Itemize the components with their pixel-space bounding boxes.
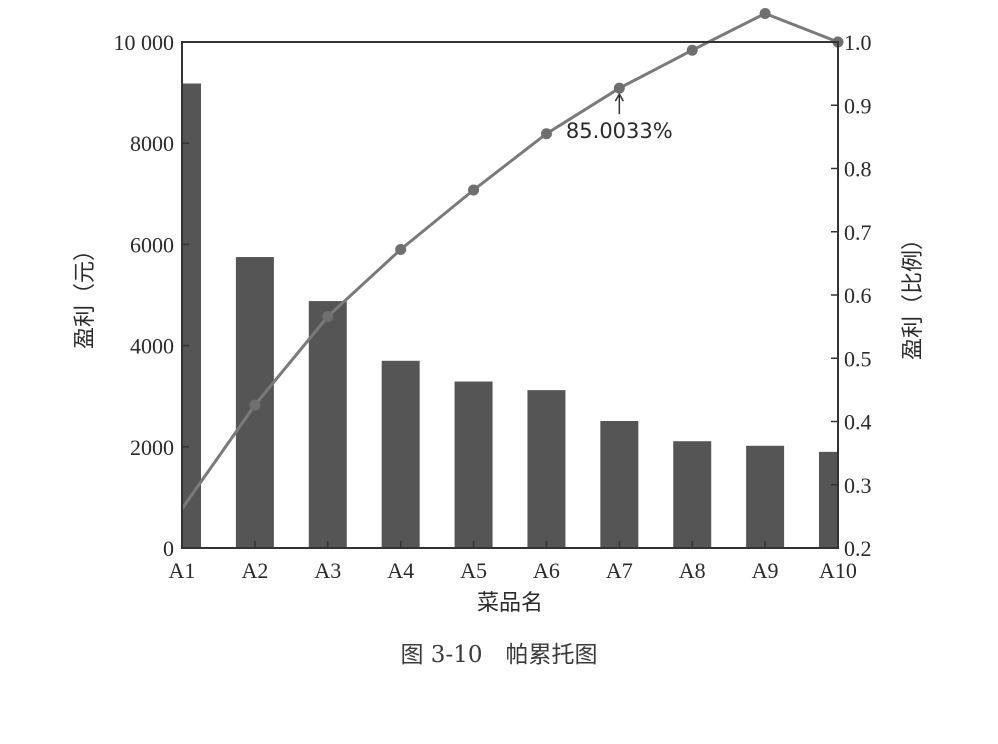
- figure-caption: 图 3-10 帕累托图: [401, 642, 598, 668]
- right-tick-label: 0.7: [844, 220, 872, 245]
- x-tick-label-A10: A10: [819, 558, 857, 583]
- right-tick-label: 0.9: [844, 93, 872, 118]
- bar-A5: [454, 381, 493, 548]
- x-tick-label-A6: A6: [533, 558, 560, 583]
- annotation-label: 85.0033%: [566, 119, 673, 143]
- line-point-A7: [613, 82, 625, 94]
- plot-frame: [181, 41, 839, 549]
- right-tick-label: 0.2: [844, 536, 872, 561]
- line-point-A2: [249, 399, 261, 411]
- left-axis-ticks: 0 2000 4000 6000 8000 10 000: [114, 30, 189, 561]
- right-tick-label: 0.5: [844, 346, 872, 371]
- bar-A3: [308, 301, 347, 548]
- x-tick-label-A7: A7: [606, 558, 633, 583]
- line-point-A4: [395, 243, 407, 255]
- y-axis-title-left: 盈利（元）: [73, 239, 98, 349]
- line-point-A5: [468, 184, 480, 196]
- bar-A7: [600, 420, 639, 548]
- right-tick-label: 0.3: [844, 473, 872, 498]
- right-axis-ticks: 0.2 0.3 0.4 0.5 0.6 0.7 0.8 0.9 1.0: [831, 30, 872, 561]
- x-tick-label-A5: A5: [460, 558, 487, 583]
- left-tick-label: 6000: [130, 232, 174, 257]
- bar-A8: [673, 441, 712, 548]
- y-axis-title-right: 盈利（比例）: [901, 228, 926, 360]
- x-tick-label-A9: A9: [752, 558, 779, 583]
- line-point-A9: [759, 8, 771, 20]
- bar-A6: [527, 390, 566, 548]
- line-point-A3: [322, 311, 334, 323]
- x-tick-label-A2: A2: [241, 558, 268, 583]
- x-axis-title: 菜品名: [477, 591, 543, 616]
- cumulative-line-group: [180, 8, 844, 510]
- x-tick-label-A1: A1: [169, 558, 196, 583]
- bar-A1: [182, 83, 201, 548]
- right-tick-label: 1.0: [844, 30, 872, 55]
- right-tick-label: 0.6: [844, 283, 872, 308]
- x-tick-label-A3: A3: [314, 558, 341, 583]
- bar-A9: [746, 445, 785, 548]
- left-tick-label: 2000: [130, 435, 174, 460]
- cumulative-line: [180, 11, 839, 510]
- right-tick-label: 0.4: [844, 410, 872, 435]
- x-tick-label-A4: A4: [387, 558, 414, 583]
- right-tick-label: 0.8: [844, 157, 872, 182]
- x-axis-ticks: A1 A2 A3 A4 A5 A6 A7 A8 A9 A10: [169, 541, 857, 583]
- bars-group: [182, 83, 838, 548]
- line-point-A6: [540, 128, 552, 140]
- line-point-A8: [686, 44, 698, 56]
- annotation-arrow-head: [614, 92, 624, 102]
- left-tick-label: 8000: [130, 131, 174, 156]
- left-tick-label: 0: [163, 536, 174, 561]
- left-tick-label: 4000: [130, 334, 174, 359]
- annotation: 85.0033%: [566, 92, 673, 143]
- left-tick-label: 10 000: [114, 30, 175, 55]
- bar-A4: [381, 360, 420, 548]
- x-tick-label-A8: A8: [679, 558, 706, 583]
- bar-A10: [819, 451, 838, 548]
